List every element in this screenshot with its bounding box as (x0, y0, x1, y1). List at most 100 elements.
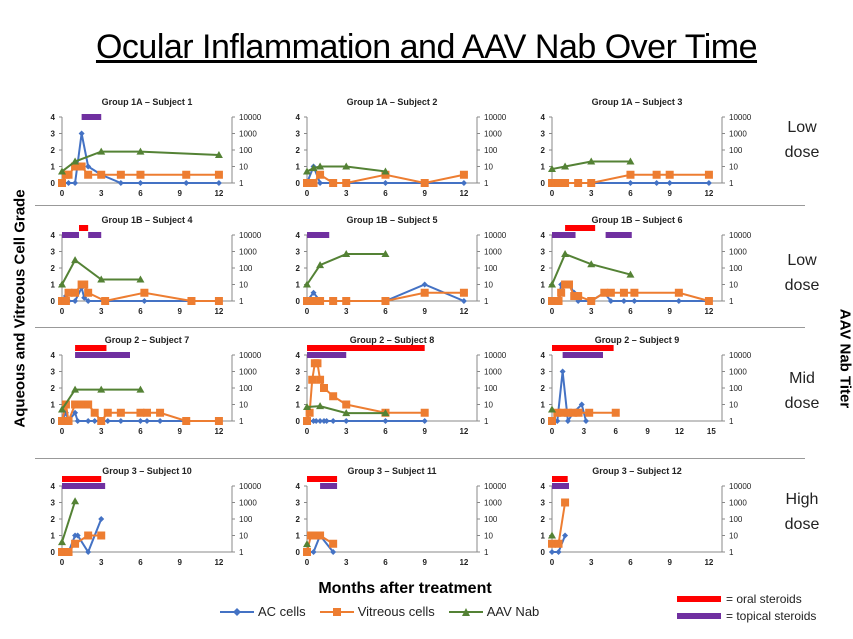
y-tick-label: 0 (541, 548, 546, 557)
y2-tick-label: 1000 (484, 499, 502, 508)
y-tick-label: 0 (541, 297, 546, 306)
ac-cells-point (78, 130, 85, 137)
vitreous-cells-point (459, 170, 468, 179)
y2-tick-label: 10 (484, 532, 493, 541)
vitreous-cells-point (90, 408, 99, 417)
x-tick-label: 15 (707, 427, 716, 436)
ac-cells-point (578, 401, 585, 408)
aav-nab-point (381, 409, 390, 417)
x-tick-label: 0 (550, 427, 555, 436)
x-tick-label: 3 (99, 189, 104, 198)
subject-chart-2: Group 1A – Subject 201234110100100010000… (296, 97, 507, 198)
chart-title: Group 1A – Subject 1 (102, 97, 193, 107)
vitreous-cells-point (80, 280, 89, 289)
topical-steroids-swatch (677, 612, 721, 619)
aav-nab-point (58, 538, 66, 546)
subject-chart-3: Group 1A – Subject 301234110100100010000… (541, 97, 752, 198)
vitreous-cells-point (459, 288, 468, 297)
aav-nab-point (548, 165, 556, 173)
x-tick-label: 6 (628, 189, 633, 198)
ac-cells-point (74, 418, 81, 424)
y2-tick-label: 1 (484, 297, 489, 306)
y2-tick-label: 100 (239, 515, 253, 524)
y2-tick-label: 10000 (239, 113, 262, 122)
y-tick-label: 0 (51, 548, 56, 557)
vitreous-cells-point (381, 297, 390, 305)
ac-cells-point (74, 532, 81, 539)
vitreous-cells-point (84, 531, 93, 540)
vitreous-cells-point (136, 408, 145, 417)
ac-cells-point (666, 180, 673, 186)
dose-label-line1: High (785, 491, 819, 508)
vitreous-cells-point (64, 548, 73, 556)
x-tick-label: 9 (667, 558, 672, 567)
oral-steroid-bar (75, 345, 107, 351)
vitreous-cells-point (308, 375, 317, 384)
series-line-aav-nab (306, 253, 386, 286)
y2-tick-label: 100 (729, 384, 743, 393)
y-tick-label: 0 (296, 179, 301, 188)
y-tick-label: 3 (296, 130, 301, 139)
vitreous-cells-point (342, 297, 351, 305)
x-tick-label: 6 (138, 427, 143, 436)
y2-tick-label: 100 (729, 515, 743, 524)
y-tick-label: 0 (51, 297, 56, 306)
y-tick-label: 1 (541, 163, 546, 172)
ac-cells-point (141, 298, 148, 304)
vitreous-cells-point (182, 170, 191, 179)
oral-steroids-swatch (677, 595, 721, 602)
topical-steroid-bar (62, 483, 106, 489)
x-tick-label: 9 (422, 558, 427, 567)
vitreous-cells-point (77, 400, 86, 409)
y-tick-label: 2 (51, 146, 56, 155)
x-tick-label: 0 (305, 558, 310, 567)
y-tick-label: 0 (51, 417, 56, 426)
y2-tick-label: 100 (239, 384, 253, 393)
subject-chart-11: Group 3 – Subject 1101234110100100010000… (296, 466, 507, 567)
y2-tick-label: 1 (729, 179, 734, 188)
ac-cells-point (555, 549, 562, 555)
x-tick-label: 3 (344, 307, 349, 316)
dose-label-row-3: Mid dose (772, 366, 832, 416)
y-tick-label: 1 (51, 532, 56, 541)
y-tick-label: 3 (296, 248, 301, 257)
y2-tick-label: 10 (729, 532, 738, 541)
y2-tick-label: 1000 (484, 248, 502, 257)
y-tick-label: 4 (51, 113, 56, 122)
ac-cells-point (85, 418, 92, 424)
y2-tick-label: 1 (239, 417, 244, 426)
x-tick-label: 3 (589, 307, 594, 316)
y-tick-label: 3 (541, 368, 546, 377)
x-tick-label: 9 (422, 189, 427, 198)
vitreous-cells-point (58, 548, 66, 556)
y-tick-label: 0 (51, 179, 56, 188)
ac-cells-point (421, 418, 428, 424)
y-tick-label: 2 (51, 264, 56, 273)
x-tick-label: 6 (383, 558, 388, 567)
ac-cells-point (91, 418, 98, 424)
ac-cells-point (620, 298, 627, 304)
ac-cells-point (330, 549, 337, 555)
dose-label-line2: dose (784, 516, 820, 533)
ac-cells-point (72, 180, 79, 186)
y-tick-label: 0 (541, 417, 546, 426)
x-tick-label: 9 (177, 427, 182, 436)
aav-nab-point (303, 280, 311, 288)
x-tick-label: 6 (628, 307, 633, 316)
ac-cells-point (98, 516, 105, 522)
legend-item-topical-steroids: = topical steroids (677, 607, 816, 624)
ac-cells-point (583, 418, 589, 424)
vitreous-cells-point (704, 170, 713, 179)
y2-tick-label: 100 (239, 146, 253, 155)
y2-tick-label: 1000 (239, 499, 257, 508)
vitreous-cells-point (606, 288, 615, 297)
vitreous-cells-point (600, 288, 609, 297)
x-tick-label: 0 (305, 189, 310, 198)
dose-label-line2: dose (784, 144, 820, 161)
vitreous-cells-point (214, 417, 223, 425)
ac-cells-point (85, 298, 92, 304)
aav-nab-point (71, 256, 80, 264)
series-line-aav-nab (61, 500, 77, 543)
oral-steroid-bar (565, 225, 596, 231)
vitreous-cells-point (316, 375, 325, 384)
